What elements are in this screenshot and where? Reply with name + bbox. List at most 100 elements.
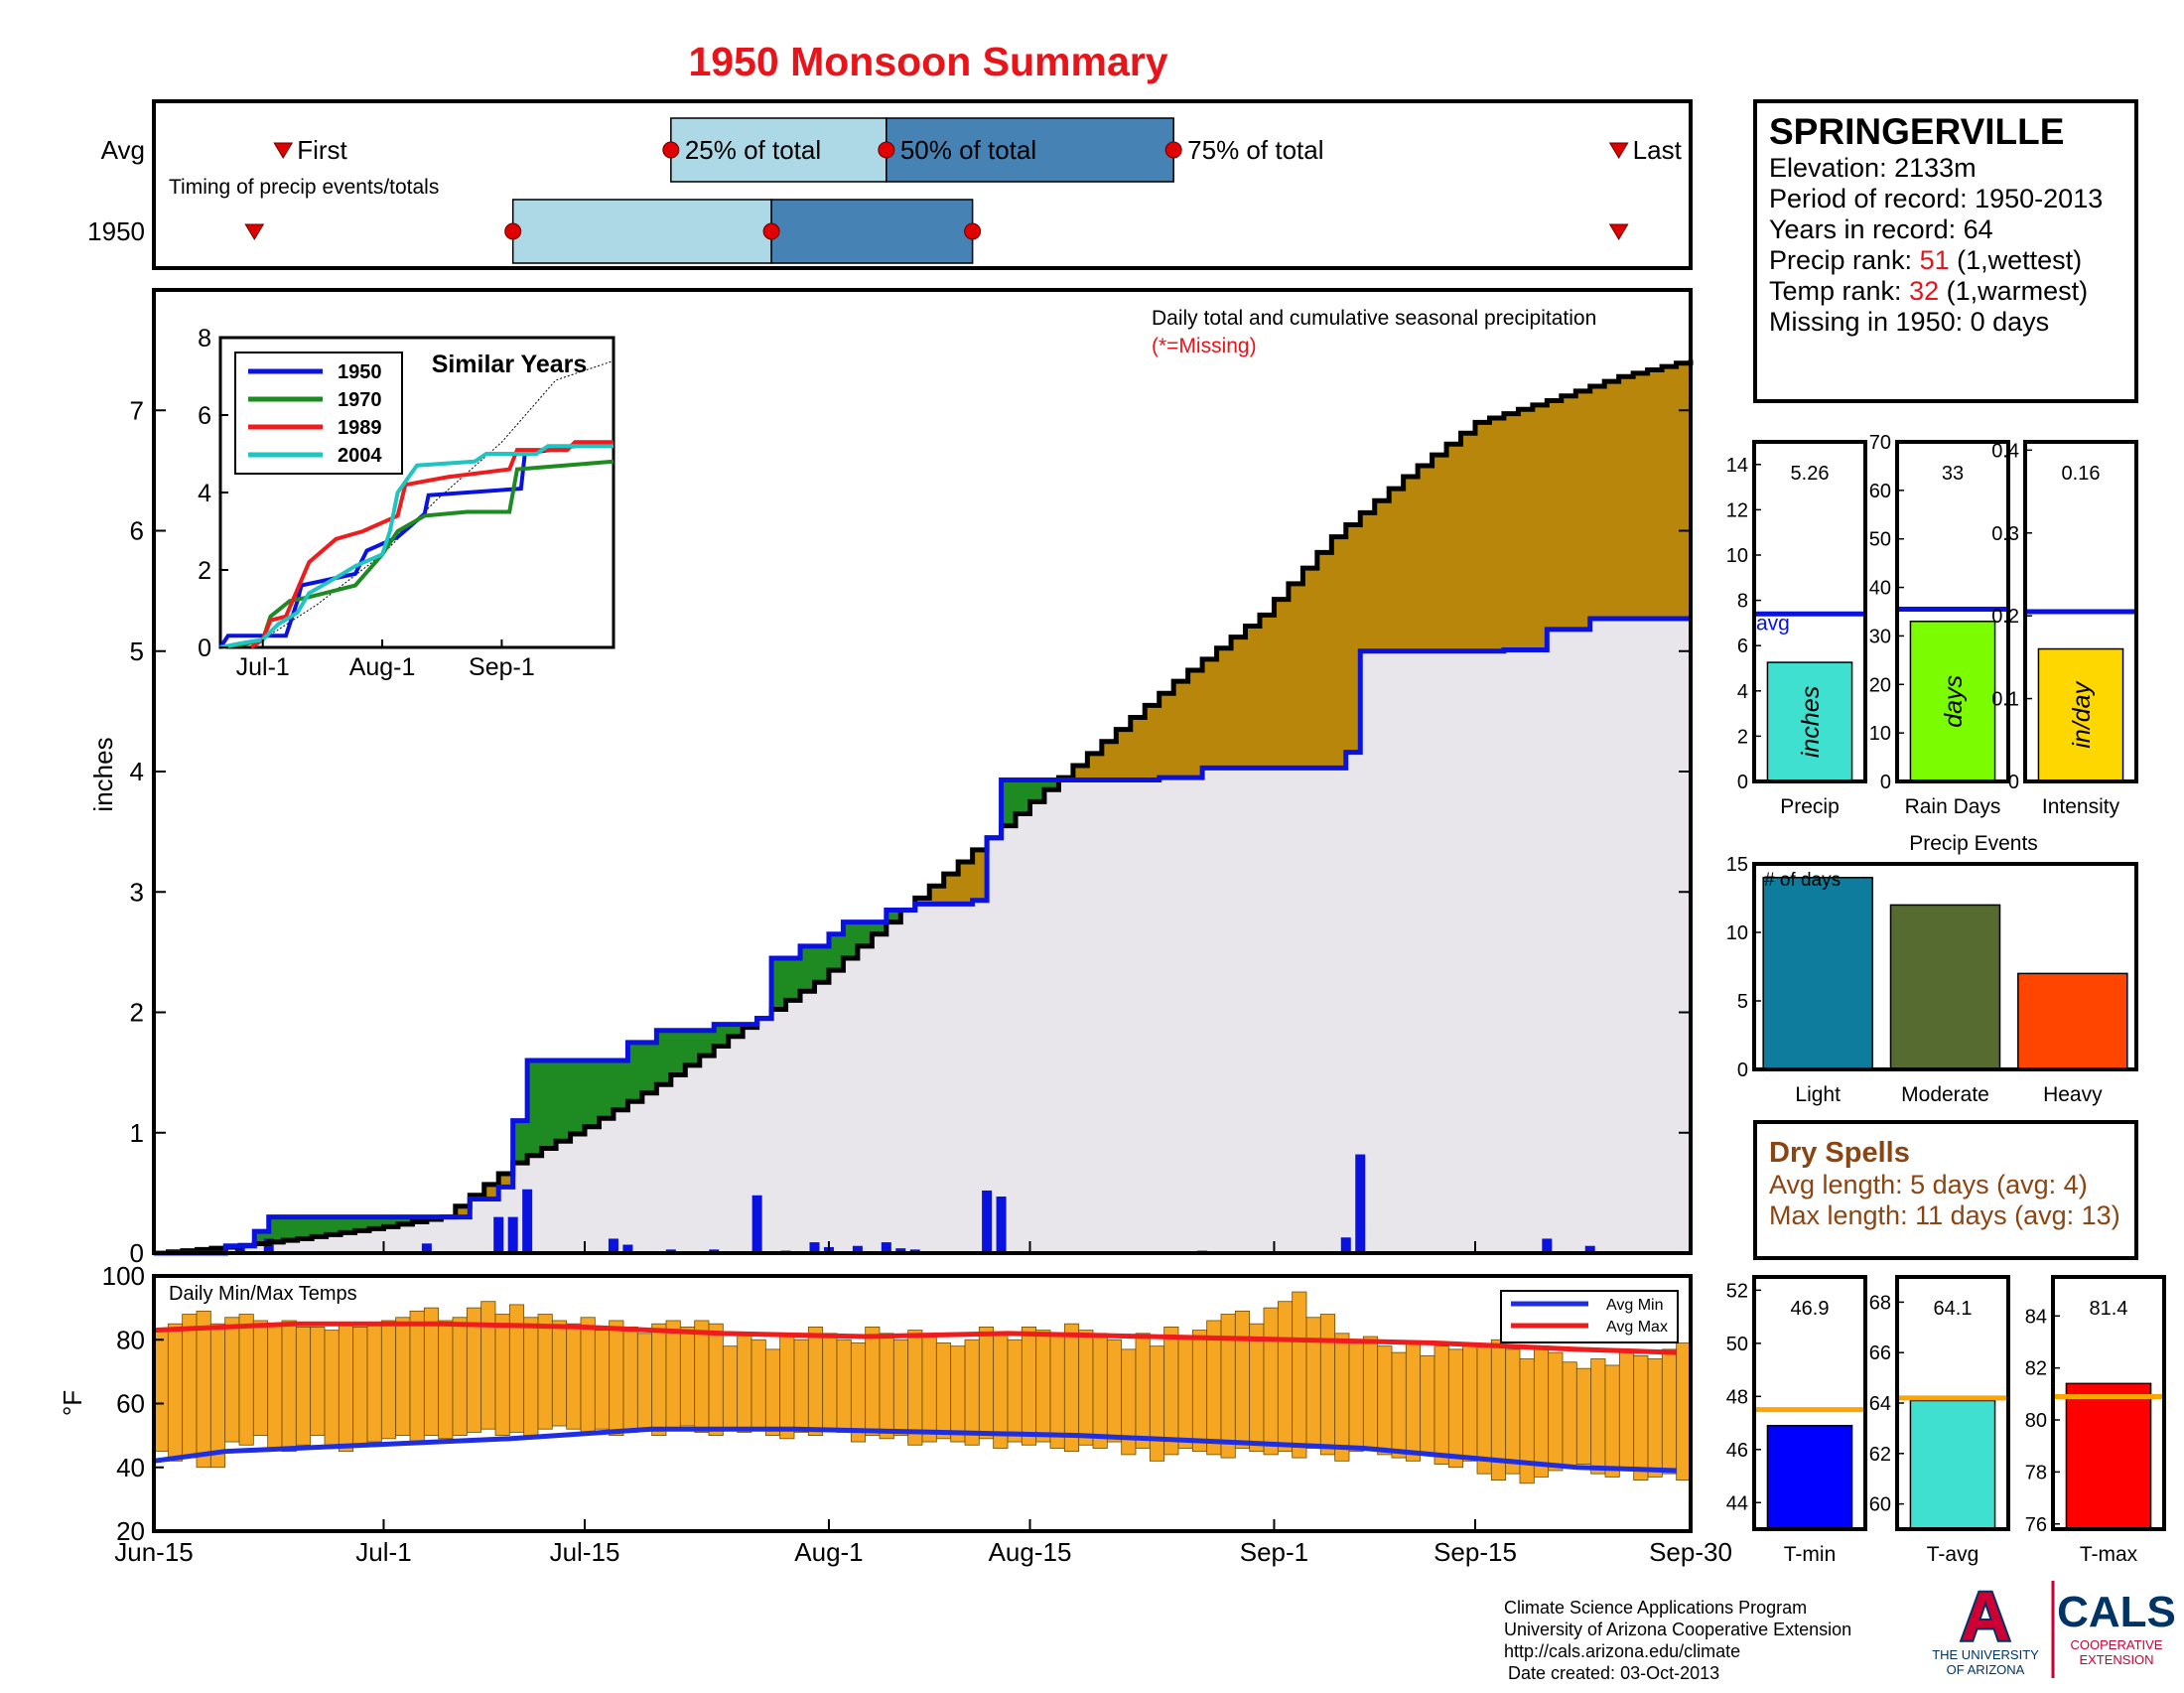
dry-spells-avg: Avg length: 5 days (avg: 4)	[1769, 1170, 2088, 1199]
daily-temp-bar	[908, 1331, 922, 1446]
timing-p50-label: 50% of total	[900, 135, 1036, 165]
station-info-box: SPRINGERVILLE Elevation: 2133m Period of…	[1755, 101, 2136, 401]
footer-university: University of Arizona Cooperative Extens…	[1504, 1620, 1851, 1639]
daily-temp-bar	[893, 1340, 907, 1435]
below-average-area	[1475, 422, 1490, 650]
daily-temp-bar	[922, 1337, 936, 1442]
below-average-area	[1360, 512, 1375, 650]
temp-chart-label: Daily Min/Max Temps	[169, 1283, 357, 1305]
daily-temp-bar	[794, 1340, 808, 1432]
daily-temp-bar	[1136, 1334, 1150, 1449]
daily-temp-bar	[680, 1327, 694, 1426]
below-average-area	[1662, 366, 1677, 619]
daily-temp-bar	[936, 1342, 950, 1438]
daily-temp-bar	[410, 1311, 424, 1442]
daily-temp-bar	[1207, 1321, 1221, 1455]
daily-temp-bar	[1036, 1331, 1050, 1442]
temp-ytick-label: 20	[116, 1516, 145, 1546]
panel-value-intensity: 0.16	[2062, 463, 2101, 485]
below-average-area	[1274, 600, 1289, 769]
below-average-area	[1246, 626, 1261, 768]
daily-precip-bar	[609, 1238, 618, 1253]
daily-temp-bar	[225, 1318, 239, 1442]
daily-temp-bar	[1662, 1349, 1676, 1474]
daily-temp-bar	[994, 1334, 1008, 1449]
precip-events-title: Precip Events	[1909, 832, 2038, 855]
daily-temp-bar	[1306, 1318, 1320, 1449]
timing-q50-q75-box	[771, 200, 973, 263]
daily-temp-bar	[1506, 1349, 1520, 1474]
dry-spells-max: Max length: 11 days (avg: 13)	[1769, 1200, 2120, 1230]
below-average-area	[1619, 376, 1634, 619]
daily-temp-bar	[1563, 1362, 1576, 1468]
daily-temp-bar	[695, 1321, 709, 1432]
below-average-area	[1461, 433, 1476, 650]
daily-precip-bar	[1542, 1238, 1552, 1253]
timing-first-label: First	[297, 135, 347, 165]
below-average-area	[1418, 466, 1433, 651]
below-average-area	[1433, 455, 1447, 651]
daily-temp-bar	[1421, 1355, 1434, 1455]
panel-ytick-label: 48	[1726, 1386, 1748, 1408]
cals-logo-line1: COOPERATIVE	[2071, 1637, 2163, 1652]
panel-ytick-label: 5	[1737, 991, 1748, 1013]
daily-precip-bar	[982, 1191, 992, 1253]
daily-temp-bar	[1293, 1292, 1306, 1458]
daily-temp-bar	[210, 1324, 224, 1468]
daily-temp-bar	[453, 1318, 467, 1436]
inset-legend-label: 1950	[338, 361, 382, 383]
panel-ytick-label: 40	[1869, 578, 1891, 600]
daily-temp-bar	[495, 1315, 509, 1436]
timing-panel: Avg 1950 Timing of precip events/totals …	[87, 101, 1691, 268]
daily-temp-bar	[1150, 1346, 1163, 1462]
panel-ytick-label: 10	[1726, 545, 1748, 567]
inset-xtick-label: Sep-1	[469, 653, 535, 681]
below-average-area	[1404, 477, 1419, 651]
timing-p50-dot	[879, 142, 894, 158]
panel-ytick-label: 12	[1726, 499, 1748, 521]
precip-event-bar-light	[1763, 878, 1872, 1069]
daily-temp-bar	[424, 1308, 438, 1436]
precip-rank-note: (1,wettest)	[1950, 245, 2083, 275]
temp-legend-max-label: Avg Max	[1606, 1319, 1668, 1336]
precip-events-ylabel: # of days	[1764, 870, 1841, 891]
inset-xtick-label: Aug-1	[349, 653, 416, 681]
daily-temp-bar	[1022, 1327, 1035, 1445]
temp-ytick-label: 80	[116, 1325, 145, 1354]
daily-temp-bar	[765, 1349, 779, 1436]
above-average-area	[556, 1060, 571, 1141]
daily-temp-bar	[1093, 1334, 1107, 1449]
panel-ytick-label: 0.4	[1991, 440, 2019, 462]
panel-ytick-label: 44	[1726, 1492, 1748, 1514]
daily-temp-bar	[1576, 1368, 1590, 1464]
panel-ytick-label: 10	[1869, 723, 1891, 745]
daily-temp-bar	[823, 1334, 837, 1429]
panel-ytick-label: 64	[1869, 1393, 1891, 1415]
university-of-arizona-logo: A THE UNIVERSITY OF ARIZONA	[1932, 1578, 2039, 1677]
inset-ytick-label: 0	[198, 635, 211, 662]
daily-temp-bar	[1477, 1346, 1491, 1475]
daily-temp-bar	[339, 1324, 352, 1452]
main-ytick-label: 2	[130, 998, 144, 1028]
dry-spells-box: Dry Spells Avg length: 5 days (avg: 4) M…	[1755, 1122, 2136, 1258]
daily-temp-bar	[567, 1324, 581, 1429]
panel-ytick-label: 15	[1726, 854, 1748, 876]
panel-value-precip-total: 5.26	[1791, 463, 1830, 485]
temp-legend-min-label: Avg Min	[1606, 1297, 1664, 1314]
below-average-area	[1375, 500, 1390, 651]
panel-ytick-label: 52	[1726, 1280, 1748, 1302]
daily-temp-bar	[1648, 1359, 1662, 1478]
below-average-area	[1202, 659, 1217, 769]
cals-logo: CALS COOPERATIVE EXTENSION	[2057, 1588, 2176, 1667]
below-average-area	[1489, 418, 1504, 651]
panel-label-intensity: Intensity	[2042, 795, 2120, 818]
main-ytick-label: 1	[130, 1118, 144, 1148]
temp-ytick-label: 60	[116, 1389, 145, 1419]
dry-spells-title: Dry Spells	[1769, 1137, 1910, 1169]
daily-temp-bar	[1392, 1352, 1406, 1458]
panel-label-precip-total: Precip	[1780, 795, 1840, 818]
panel-ytick-label: 76	[2025, 1514, 2047, 1536]
